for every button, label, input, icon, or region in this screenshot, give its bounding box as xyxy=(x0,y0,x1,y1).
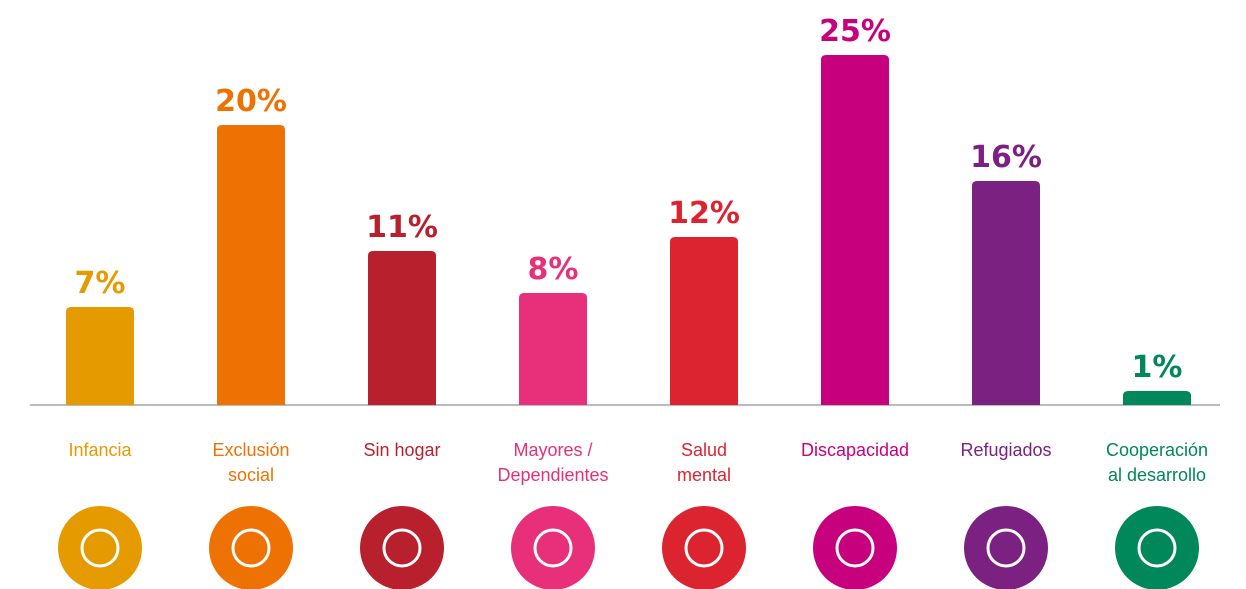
bar xyxy=(368,251,436,405)
value-label: 8% xyxy=(528,252,579,287)
icon-glyph xyxy=(231,528,271,568)
category-icon xyxy=(209,506,293,589)
icon-glyph xyxy=(80,528,120,568)
category-label: Sin hogar xyxy=(363,440,441,460)
category-label: Salud mental xyxy=(676,440,732,485)
category-icon xyxy=(964,506,1048,589)
icon-glyph xyxy=(986,528,1026,568)
value-label: 7% xyxy=(75,266,126,301)
bar xyxy=(66,307,134,405)
bar xyxy=(1123,391,1191,405)
category-label: Discapacidad xyxy=(800,440,910,460)
category-icon xyxy=(813,506,897,589)
icon-glyph xyxy=(1137,528,1177,568)
category-label: Mayores / Dependientes xyxy=(497,440,609,485)
bar xyxy=(821,55,889,405)
category-label: Exclusión social xyxy=(212,440,290,485)
category-icon xyxy=(58,506,142,589)
value-label: 11% xyxy=(366,210,438,245)
icon-glyph xyxy=(382,528,422,568)
category-label: Refugiados xyxy=(960,440,1052,460)
icon-glyph xyxy=(835,528,875,568)
category-label: Infancia xyxy=(68,440,132,460)
category-icon xyxy=(511,506,595,589)
value-label: 20% xyxy=(215,84,287,119)
bar xyxy=(972,181,1040,405)
icon-glyph xyxy=(533,528,573,568)
value-label: 1% xyxy=(1132,350,1183,385)
category-label: Cooperación al desarrollo xyxy=(1105,440,1209,485)
category-icon xyxy=(662,506,746,589)
value-label: 16% xyxy=(970,140,1042,175)
category-icon xyxy=(1115,506,1199,589)
category-icon xyxy=(360,506,444,589)
value-label: 25% xyxy=(819,14,891,49)
bar xyxy=(670,237,738,405)
value-label: 12% xyxy=(668,196,740,231)
bar xyxy=(519,293,587,405)
bar xyxy=(217,125,285,405)
icon-glyph xyxy=(684,528,724,568)
